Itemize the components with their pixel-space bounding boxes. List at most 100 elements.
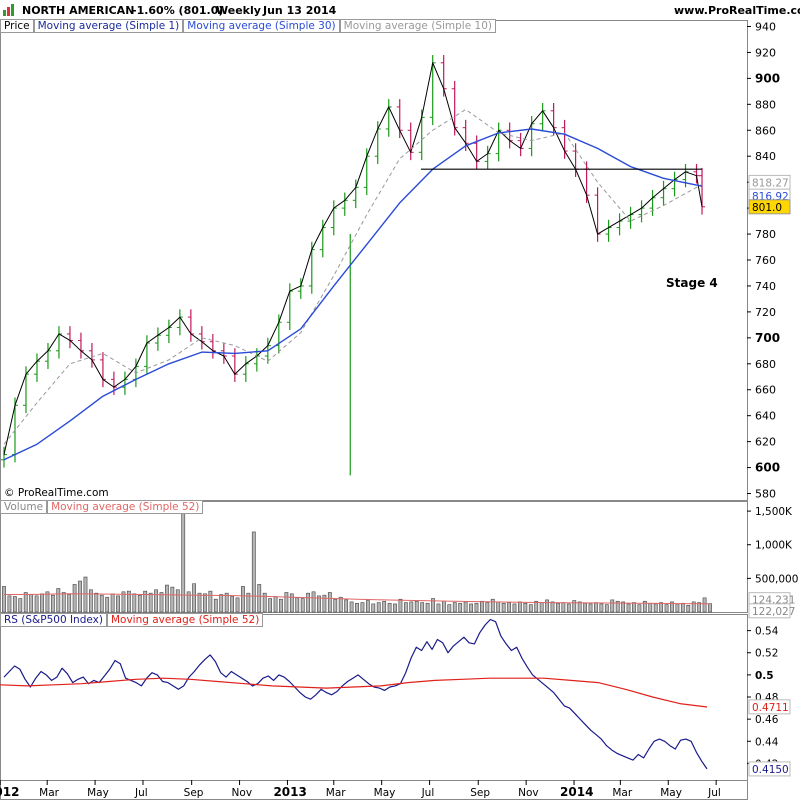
volume-bar <box>632 602 636 613</box>
x-tick-label: May <box>374 787 396 799</box>
legend-sma30[interactable]: Moving average (Simple 30) <box>183 19 340 33</box>
volume-bar <box>289 593 294 613</box>
volume-bar <box>213 598 218 613</box>
volume-bar <box>588 603 593 613</box>
volume-bar <box>528 604 533 613</box>
volume-bar <box>686 604 691 613</box>
volume-bar <box>523 602 528 613</box>
stage-annotation: Stage 4 <box>666 276 718 290</box>
volume-ma-last-label: 122,027 <box>752 606 795 618</box>
legend-rs-ma[interactable]: Moving average (Simple 52) <box>106 613 264 627</box>
volume-bar <box>78 580 82 613</box>
volume-bar <box>642 600 647 613</box>
volume-bar <box>241 586 245 613</box>
volume-bar <box>99 594 104 613</box>
sma10-last-label: 818.27 <box>752 177 789 189</box>
volume-bar <box>697 602 702 613</box>
volume-bar <box>23 592 28 613</box>
price-y-tick-label: 580 <box>755 488 776 501</box>
volume-bar <box>637 604 642 613</box>
volume-bar <box>469 603 473 613</box>
volume-bar <box>393 603 397 613</box>
legend-sma1[interactable]: Moving average (Simple 1) <box>33 19 184 33</box>
volume-ma-line <box>3 593 711 605</box>
x-tick-label: Jul <box>707 787 721 799</box>
legend-rs[interactable]: RS (S&P500 Index) <box>0 613 107 627</box>
rs-legend: RS (S&P500 Index) Moving average (Simple … <box>0 613 264 627</box>
volume-bar <box>127 590 131 613</box>
price-y-tick-label: 740 <box>755 280 776 293</box>
x-tick-label: Jul <box>134 787 148 799</box>
volume-bar <box>338 596 343 613</box>
volume-bar <box>137 594 142 613</box>
volume-bar <box>50 594 55 613</box>
legend-price[interactable]: Price <box>0 19 34 33</box>
volume-bar <box>143 590 148 613</box>
legend-volume-ma[interactable]: Moving average (Simple 52) <box>47 500 204 514</box>
volume-bar <box>273 596 278 613</box>
volume-bar <box>165 584 169 613</box>
volume-bar <box>333 598 338 613</box>
volume-bar <box>349 601 354 613</box>
volume-bar <box>490 598 495 613</box>
website[interactable]: www.ProRealTime.com <box>674 4 800 17</box>
volume-bar <box>203 593 207 613</box>
rs-ma-line <box>0 677 708 708</box>
volume-bar <box>534 600 539 613</box>
volume-bar <box>279 598 283 613</box>
volume-bar <box>507 602 511 613</box>
volume-bar <box>67 594 72 613</box>
volume-bar <box>300 598 305 613</box>
volume-bar <box>670 601 674 613</box>
volume-bar <box>268 598 273 613</box>
volume-ma-last-label-box <box>748 603 791 619</box>
volume-bar <box>420 602 425 613</box>
price-legend: Price Moving average (Simple 1) Moving ave… <box>0 19 496 33</box>
volume-bar <box>556 602 560 613</box>
legend-volume[interactable]: Volume <box>0 500 48 514</box>
rs-ma-last-label: 0.4711 <box>752 702 789 714</box>
rs-last-label-box <box>748 761 791 777</box>
volume-bar <box>403 602 408 613</box>
volume-bar <box>382 600 387 613</box>
volume-bar <box>365 600 370 613</box>
rs-y-tick-label: 0.52 <box>755 648 778 660</box>
volume-bar <box>197 592 202 613</box>
volume-bar <box>409 601 414 613</box>
volume-bar <box>219 594 224 613</box>
volume-bar <box>458 602 463 613</box>
volume-bar <box>2 586 6 613</box>
volume-bar <box>121 591 126 613</box>
chart-date: Jun 13 2014 <box>263 4 337 17</box>
volume-bar <box>452 602 457 613</box>
volume-bar <box>61 592 66 613</box>
volume-bar <box>425 602 430 613</box>
volume-bar <box>317 595 321 613</box>
volume-bar <box>572 600 577 613</box>
volume-bar <box>659 602 664 613</box>
price-y-tick-label: 900 <box>755 71 780 85</box>
price-y-tick-label: 700 <box>755 331 780 345</box>
volume-bar <box>648 602 653 613</box>
volume-bar <box>441 600 446 613</box>
volume-bar <box>88 589 93 613</box>
x-tick-label: Sep <box>184 787 204 799</box>
legend-sma10[interactable]: Moving average (Simple 10) <box>339 19 496 33</box>
volume-bar <box>154 589 158 613</box>
price-y-tick-label: 720 <box>755 306 776 319</box>
volume-bar <box>604 604 609 613</box>
price-y-tick-label: 940 <box>755 20 776 33</box>
price-y-tick-label: 760 <box>755 254 776 267</box>
volume-bar <box>230 596 234 613</box>
volume-bar <box>431 598 435 613</box>
rs-line <box>3 618 708 770</box>
volume-bar <box>583 602 587 613</box>
price-y-tick-label: 860 <box>755 124 776 137</box>
x-tick-label: May <box>660 787 682 799</box>
volume-bar <box>257 584 262 613</box>
volume-bar <box>29 594 34 613</box>
instrument-name: NORTH AMERICAN <box>22 4 135 17</box>
volume-bar <box>175 589 180 613</box>
volume-bar <box>344 599 349 613</box>
